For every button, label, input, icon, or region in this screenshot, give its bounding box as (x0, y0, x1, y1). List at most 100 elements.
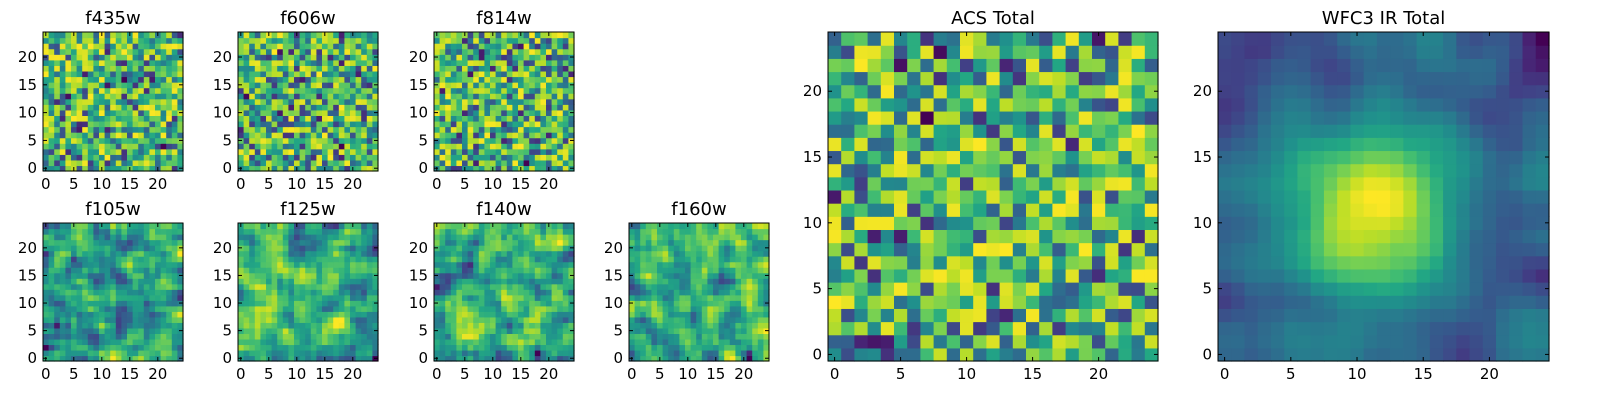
heatmap-cell (490, 316, 497, 323)
heatmap-cell (171, 65, 178, 72)
heatmap-cell (651, 278, 658, 285)
heatmap-cell (557, 305, 564, 312)
heatmap-cell (450, 165, 457, 172)
heatmap-cell (71, 250, 78, 257)
heatmap-cell (366, 294, 373, 301)
heatmap-cell (645, 333, 652, 340)
heatmap-cell (662, 272, 669, 279)
heatmap-cell (529, 87, 536, 94)
heatmap-cell (506, 294, 513, 301)
heatmap-cell (724, 272, 731, 279)
heatmap-cell (456, 228, 463, 235)
x-tick-label: 0 (236, 175, 246, 193)
heatmap-cell (946, 295, 961, 309)
heatmap-cell (634, 239, 641, 246)
heatmap-cell (640, 349, 647, 357)
heatmap-cell (271, 165, 278, 172)
heatmap-cell (763, 305, 770, 312)
heatmap-cell (512, 120, 519, 128)
heatmap-cell (462, 322, 469, 329)
heatmap-cell (110, 82, 117, 89)
heatmap-cell (506, 54, 513, 61)
heatmap-cell (713, 278, 720, 285)
heatmap-cell (282, 148, 289, 155)
heatmap-cell (138, 349, 145, 357)
heatmap-cell (138, 109, 145, 116)
heatmap-cell (143, 37, 150, 44)
heatmap-cell (1039, 308, 1053, 323)
heatmap-cell (501, 355, 508, 362)
heatmap-cell (327, 98, 334, 105)
heatmap-cell (238, 48, 245, 55)
heatmap-cell (372, 65, 379, 72)
heatmap-cell (907, 176, 921, 191)
heatmap-cell (434, 349, 441, 357)
heatmap-cell (294, 349, 301, 357)
heatmap-cell (160, 115, 167, 122)
heatmap-cell (1052, 282, 1067, 296)
heatmap-cell (478, 338, 485, 346)
heatmap-cell (999, 216, 1014, 230)
heatmap-cell (59, 228, 66, 235)
heatmap-cell (484, 54, 491, 61)
heatmap-cell (254, 283, 261, 290)
heatmap-cell (160, 250, 167, 257)
heatmap-cell (48, 355, 55, 362)
heatmap-cell (138, 165, 145, 172)
heatmap-cell (540, 322, 547, 329)
heatmap-cell (741, 283, 748, 290)
heatmap-cell (138, 87, 145, 94)
heatmap-cell (484, 278, 491, 285)
heatmap-cell (271, 32, 278, 39)
heatmap-cell (568, 223, 575, 230)
heatmap-cell (266, 159, 273, 167)
heatmap-cell (372, 48, 379, 55)
heatmap-cell (741, 278, 748, 285)
heatmap-cell (512, 93, 519, 100)
heatmap-cell (104, 32, 111, 39)
heatmap-cell (115, 322, 122, 329)
heatmap-cell (546, 289, 553, 296)
heatmap-cell (299, 305, 306, 312)
heatmap-cell (366, 234, 373, 241)
heatmap-cell (160, 278, 167, 285)
heatmap-cell (282, 126, 289, 133)
heatmap-cell (512, 338, 519, 346)
heatmap-cell (344, 289, 351, 296)
heatmap-cell (546, 261, 553, 268)
heatmap-cell (132, 294, 139, 301)
heatmap-cell (327, 316, 334, 323)
heatmap-cell (518, 104, 525, 111)
heatmap-cell (562, 159, 569, 167)
heatmap-cell (946, 216, 961, 230)
heatmap-cell (132, 316, 139, 323)
heatmap-cell (238, 126, 245, 133)
heatmap-cell (456, 98, 463, 105)
heatmap-cell (310, 159, 317, 167)
heatmap-cell (534, 93, 541, 100)
y-tick-label: 5 (27, 322, 37, 340)
heatmap-cell (138, 278, 145, 285)
heatmap-cell (322, 333, 329, 340)
heatmap-cell (880, 150, 895, 165)
heatmap-cell (249, 37, 256, 44)
heatmap-cell (445, 289, 452, 296)
heatmap-cell (160, 48, 167, 55)
heatmap-cell (350, 115, 357, 122)
heatmap-cell (71, 349, 78, 357)
heatmap-cell (294, 294, 301, 301)
heatmap-cell (333, 349, 340, 357)
heatmap-cell (171, 70, 178, 78)
heatmap-cell (99, 250, 106, 257)
heatmap-cell (467, 120, 474, 128)
heatmap-cell (99, 338, 106, 346)
heatmap-cell (82, 93, 89, 100)
heatmap-cell (741, 289, 748, 296)
heatmap-cell (512, 59, 519, 66)
heatmap-cell (495, 316, 502, 323)
heatmap-cell (462, 154, 469, 161)
heatmap-cell (690, 239, 697, 246)
heatmap-cell (82, 104, 89, 111)
heatmap-cell (1039, 347, 1053, 362)
